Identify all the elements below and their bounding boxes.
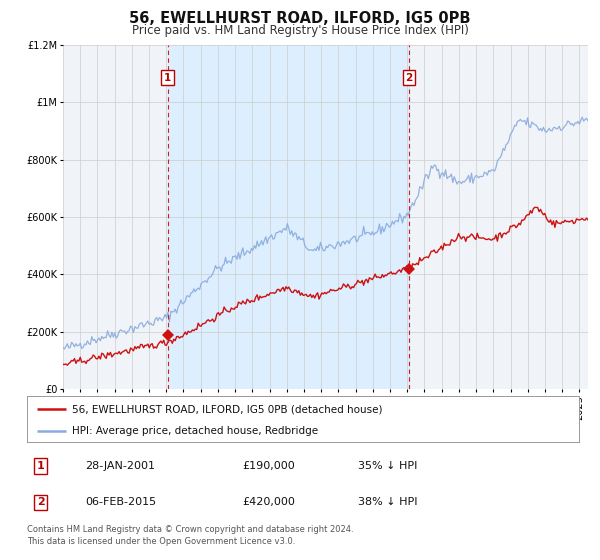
Text: HPI: Average price, detached house, Redbridge: HPI: Average price, detached house, Redb… (72, 426, 319, 436)
Text: 06-FEB-2015: 06-FEB-2015 (85, 497, 156, 507)
Text: 2: 2 (37, 497, 44, 507)
Text: 38% ↓ HPI: 38% ↓ HPI (358, 497, 418, 507)
Text: £190,000: £190,000 (242, 461, 295, 471)
Text: 56, EWELLHURST ROAD, ILFORD, IG5 0PB: 56, EWELLHURST ROAD, ILFORD, IG5 0PB (129, 11, 471, 26)
Text: 1: 1 (37, 461, 44, 471)
Bar (167, 45, 409, 389)
Text: 1: 1 (164, 72, 171, 82)
Text: 35% ↓ HPI: 35% ↓ HPI (358, 461, 418, 471)
Text: £420,000: £420,000 (242, 497, 295, 507)
Text: 2: 2 (406, 72, 413, 82)
Text: 56, EWELLHURST ROAD, ILFORD, IG5 0PB (detached house): 56, EWELLHURST ROAD, ILFORD, IG5 0PB (de… (72, 404, 383, 414)
Text: 28-JAN-2001: 28-JAN-2001 (85, 461, 155, 471)
Text: Contains HM Land Registry data © Crown copyright and database right 2024.
This d: Contains HM Land Registry data © Crown c… (27, 525, 353, 545)
Text: Price paid vs. HM Land Registry's House Price Index (HPI): Price paid vs. HM Land Registry's House … (131, 24, 469, 36)
